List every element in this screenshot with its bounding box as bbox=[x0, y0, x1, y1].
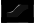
SPEEK bbox=[14, 15, 15, 16]
SPEEK bbox=[26, 6, 27, 7]
N117 bbox=[14, 14, 15, 15]
Line: N117: N117 bbox=[7, 5, 29, 18]
Legend: N117, SPEEK: N117, SPEEK bbox=[22, 20, 34, 23]
Line: SPEEK: SPEEK bbox=[7, 6, 29, 17]
